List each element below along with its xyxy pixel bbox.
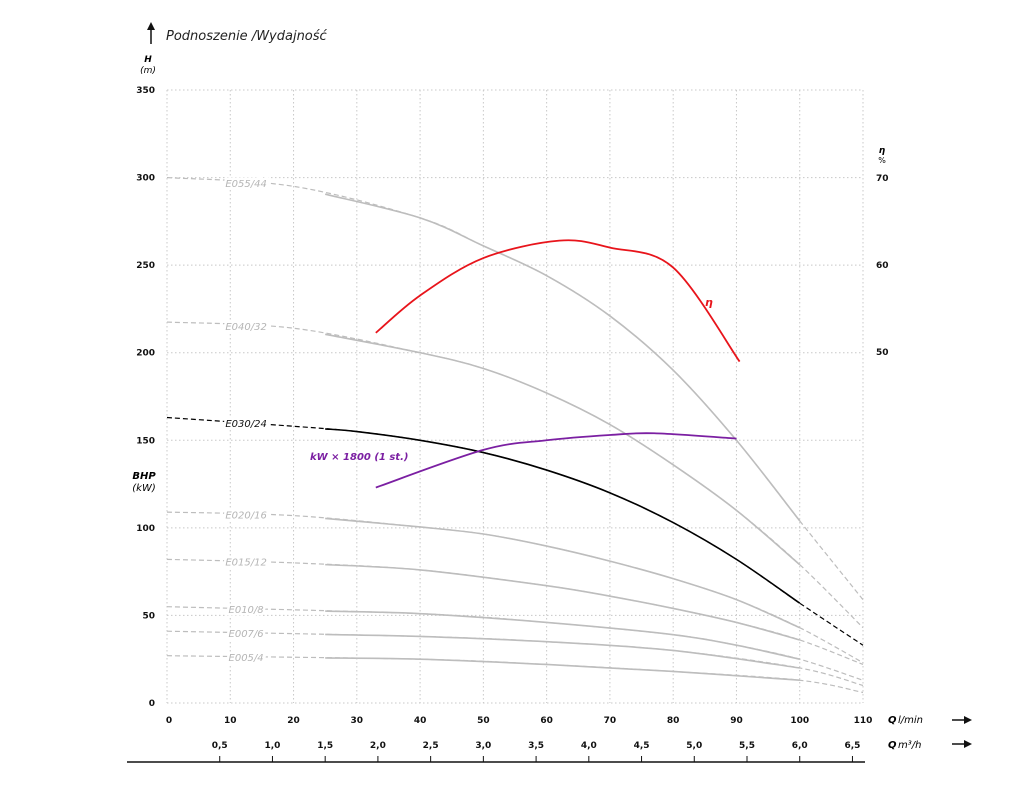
x2-tick-label: 0,5 [212,741,228,751]
curve-label: E020/16 [225,510,267,521]
x2-tick-label: 2,5 [423,741,439,751]
x-tick-label: 0 [166,716,172,726]
curve-label: E055/44 [225,179,267,190]
right-arrow-icon [952,716,972,724]
y-axis-label: H [144,55,152,65]
x2-axis-label: Q [888,740,897,751]
x2-axis-unit: m³/h [898,740,921,751]
up-arrow-icon [147,22,155,44]
pump-curve-e010-8 [325,610,800,660]
x2-tick-label: 3,0 [475,741,491,751]
chart-title: Podnoszenie /Wydajność [166,29,328,44]
x-axis-label: Q [888,715,897,726]
x-tick-label: 10 [224,716,237,726]
x2-tick-label: 4,0 [581,741,597,751]
pump-curve-e055-44 [324,193,801,522]
curve-label: E015/12 [225,558,267,569]
x-tick-label: 50 [477,716,490,726]
x-tick-label: 90 [730,716,743,726]
x2-tick-label: 6,0 [792,741,808,751]
power-label: kW × 1800 (1 st.) [310,452,408,463]
curve-label: E010/8 [229,605,264,616]
x-axis-unit: l/min [898,715,923,726]
right-arrow-icon [952,740,972,748]
efficiency-label: η [705,296,713,309]
x2-tick-label: 3,5 [528,741,544,751]
pump-curve-e020-16 [325,517,801,629]
y2-axis-unit: % [878,156,886,165]
x-tick-label: 20 [287,716,300,726]
x-tick-label: 70 [604,716,617,726]
x2-tick-label: 1,5 [317,741,333,751]
pump-curve-dashed [166,176,864,601]
y-tick-label: 50 [142,611,155,621]
y-tick-label: 200 [136,349,155,359]
y-tick-label: 250 [136,261,155,271]
x2-tick-label: 1,0 [264,741,280,751]
y2-axis-label: η [879,146,886,156]
y2-tick-label: 70 [876,174,889,184]
curve-label: E005/4 [229,653,264,664]
x-tick-label: 80 [667,716,680,726]
x2-tick-label: 5,5 [739,741,755,751]
efficiency-curve [375,239,741,363]
y-tick-label: 350 [136,86,155,96]
y-tick-label: 100 [136,524,155,534]
x-tick-label: 110 [854,716,873,726]
pump-curve-e007-6 [325,633,800,669]
power-curve [375,432,737,489]
y-tick-label: 300 [136,174,155,184]
x-tick-label: 30 [351,716,364,726]
pump-curve-dashed [166,416,864,646]
y-tick-label: 150 [136,436,155,446]
x-tick-label: 100 [790,716,809,726]
y2-tick-label: 60 [876,261,889,271]
pump-curve-dashed [166,606,864,681]
curve-label: E030/24 [225,419,267,430]
x2-tick-label: 5,0 [686,741,702,751]
labels: 0 10 20 30 40 50 60 70 80 90 100 110 0 50 100 150 200 250… [136,86,889,762]
x2-tick-label: 6,5 [844,741,860,751]
pump-curve-e040-32 [325,333,801,566]
bhp-unit: (kW) [132,483,155,494]
x2-tick-label: 4,5 [634,741,650,751]
x-tick-label: 60 [540,716,553,726]
pump-curve-e030-24 [325,428,801,604]
x2-tick-label: 2,0 [370,741,386,751]
y-axis-unit: (m) [140,66,156,76]
bhp-label: BHP [132,471,156,482]
pump-curve-e015-12 [325,563,800,641]
grid [166,89,864,704]
pump-curve-e005-4 [325,657,800,682]
curve-label: E040/32 [225,322,267,333]
y-tick-label: 0 [149,699,155,709]
x-tick-label: 40 [414,716,427,726]
curves [166,176,864,694]
y2-tick-label: 50 [876,348,889,358]
curve-label: E007/6 [229,629,264,640]
